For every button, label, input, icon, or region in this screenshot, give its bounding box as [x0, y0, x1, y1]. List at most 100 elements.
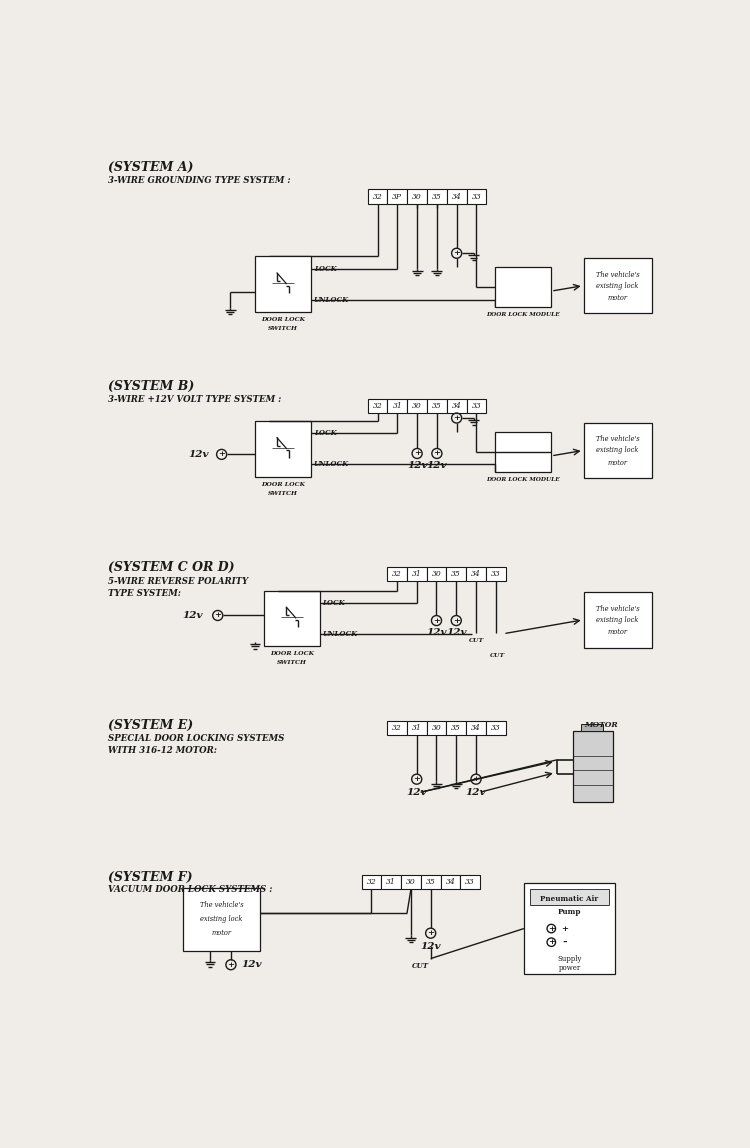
- Bar: [447, 398, 466, 413]
- Text: 30: 30: [406, 878, 416, 886]
- Text: The vehicle's: The vehicle's: [596, 271, 640, 279]
- Bar: [421, 875, 440, 890]
- Text: 35: 35: [426, 878, 436, 886]
- Text: WITH 316-12 MOTOR:: WITH 316-12 MOTOR:: [108, 746, 217, 755]
- Bar: [388, 398, 407, 413]
- Bar: [584, 258, 652, 313]
- Bar: [486, 721, 506, 735]
- Text: motor: motor: [608, 458, 628, 466]
- Text: LOCK: LOCK: [322, 599, 345, 606]
- Text: 35: 35: [432, 193, 442, 201]
- Bar: [427, 189, 447, 204]
- Text: 12v: 12v: [466, 788, 486, 797]
- Bar: [387, 567, 406, 581]
- Text: 30: 30: [431, 569, 441, 577]
- Text: 12v: 12v: [421, 941, 441, 951]
- Text: 12v: 12v: [427, 461, 447, 471]
- Text: +: +: [453, 616, 460, 625]
- Bar: [495, 432, 551, 472]
- Text: DOOR LOCK: DOOR LOCK: [261, 482, 305, 487]
- Bar: [466, 189, 486, 204]
- Text: LOCK: LOCK: [314, 264, 337, 272]
- Text: UNLOCK: UNLOCK: [314, 295, 349, 303]
- Text: The vehicle's: The vehicle's: [596, 605, 640, 613]
- Text: DOOR LOCK: DOOR LOCK: [270, 651, 314, 657]
- Text: Supply: Supply: [557, 954, 582, 962]
- Text: 30: 30: [413, 193, 422, 201]
- Text: (SYSTEM A): (SYSTEM A): [108, 161, 193, 173]
- Text: UNLOCK: UNLOCK: [314, 460, 349, 468]
- Text: +: +: [227, 961, 235, 969]
- Text: existing lock: existing lock: [596, 281, 639, 289]
- Text: +: +: [548, 938, 555, 946]
- Text: 34: 34: [471, 569, 481, 577]
- Bar: [388, 189, 407, 204]
- Text: +: +: [218, 450, 225, 458]
- Text: CUT: CUT: [413, 962, 429, 970]
- Text: +: +: [472, 775, 479, 783]
- Text: SWITCH: SWITCH: [268, 326, 298, 332]
- Text: -: -: [562, 937, 567, 948]
- Bar: [406, 721, 427, 735]
- Bar: [407, 398, 427, 413]
- Text: power: power: [559, 963, 580, 971]
- Text: 12v: 12v: [406, 788, 427, 797]
- Text: +: +: [562, 924, 568, 932]
- Text: DOOR LOCK MODULE: DOOR LOCK MODULE: [486, 478, 560, 482]
- Text: SWITCH: SWITCH: [268, 491, 298, 496]
- Text: 12v: 12v: [446, 628, 466, 637]
- Text: +: +: [214, 612, 221, 620]
- Bar: [460, 875, 480, 890]
- Text: 3-WIRE +12V VOLT TYPE SYSTEM :: 3-WIRE +12V VOLT TYPE SYSTEM :: [108, 395, 281, 404]
- Text: 35: 35: [452, 569, 461, 577]
- Text: motor: motor: [608, 294, 628, 302]
- Bar: [446, 567, 466, 581]
- Text: CUT: CUT: [490, 653, 505, 659]
- Bar: [368, 398, 388, 413]
- Text: (SYSTEM E): (SYSTEM E): [108, 719, 193, 731]
- Text: SPECIAL DOOR LOCKING SYSTEMS: SPECIAL DOOR LOCKING SYSTEMS: [108, 734, 284, 743]
- Bar: [466, 721, 486, 735]
- Text: 34: 34: [452, 193, 461, 201]
- Text: +: +: [433, 616, 440, 625]
- Text: 12v: 12v: [183, 611, 203, 620]
- Bar: [447, 189, 466, 204]
- Bar: [407, 189, 427, 204]
- Bar: [427, 567, 446, 581]
- Text: motor: motor: [211, 929, 232, 937]
- Text: 34: 34: [471, 724, 481, 732]
- Text: Pneumatic Air: Pneumatic Air: [541, 895, 598, 903]
- Text: LOCK: LOCK: [314, 429, 337, 437]
- Bar: [486, 567, 506, 581]
- Bar: [255, 256, 310, 312]
- Text: 32: 32: [392, 569, 402, 577]
- Bar: [381, 875, 401, 890]
- Bar: [427, 721, 446, 735]
- Bar: [584, 592, 652, 647]
- Text: DOOR LOCK: DOOR LOCK: [261, 317, 305, 321]
- Text: CUT: CUT: [469, 638, 484, 643]
- Text: DOOR LOCK MODULE: DOOR LOCK MODULE: [486, 312, 560, 317]
- Text: 33: 33: [491, 724, 501, 732]
- Text: +: +: [427, 929, 434, 937]
- Bar: [466, 398, 486, 413]
- Text: +: +: [413, 775, 420, 783]
- Text: Pump: Pump: [558, 908, 581, 916]
- Bar: [255, 421, 310, 476]
- Bar: [584, 422, 652, 478]
- Bar: [406, 567, 427, 581]
- Bar: [387, 721, 406, 735]
- Text: TYPE SYSTEM:: TYPE SYSTEM:: [108, 589, 181, 598]
- Bar: [362, 875, 381, 890]
- Text: 34: 34: [446, 878, 455, 886]
- Text: 35: 35: [432, 402, 442, 410]
- Bar: [440, 875, 460, 890]
- Text: 31: 31: [412, 569, 422, 577]
- Text: 5-WIRE REVERSE POLARITY: 5-WIRE REVERSE POLARITY: [108, 576, 248, 585]
- Text: +: +: [413, 450, 421, 457]
- Text: 33: 33: [465, 878, 475, 886]
- Text: (SYSTEM B): (SYSTEM B): [108, 380, 194, 393]
- Text: 32: 32: [373, 193, 382, 201]
- Text: existing lock: existing lock: [200, 915, 243, 923]
- Text: The vehicle's: The vehicle's: [200, 901, 244, 909]
